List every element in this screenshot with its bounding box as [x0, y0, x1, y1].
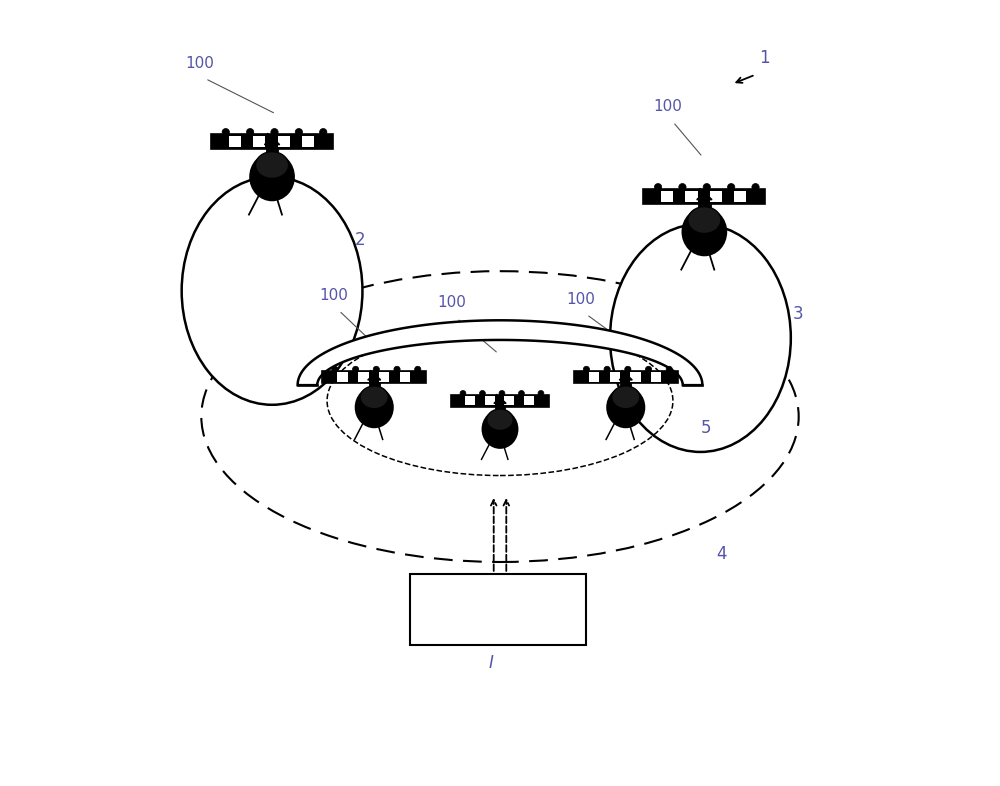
Ellipse shape — [499, 391, 505, 396]
Text: 100: 100 — [437, 296, 466, 310]
Ellipse shape — [610, 224, 791, 452]
Ellipse shape — [352, 366, 359, 373]
Bar — [620, 384, 631, 389]
Ellipse shape — [415, 366, 421, 373]
Bar — [229, 136, 241, 147]
Bar — [651, 373, 661, 382]
Bar — [400, 373, 410, 382]
Polygon shape — [619, 370, 632, 386]
Polygon shape — [264, 133, 280, 152]
Ellipse shape — [607, 387, 644, 428]
Ellipse shape — [271, 128, 278, 135]
Bar — [322, 371, 426, 384]
Ellipse shape — [519, 391, 524, 396]
Ellipse shape — [666, 366, 672, 373]
Bar — [410, 574, 586, 645]
Ellipse shape — [256, 152, 289, 178]
Ellipse shape — [460, 391, 466, 396]
Bar — [643, 189, 765, 204]
Text: 4: 4 — [716, 545, 727, 563]
Bar — [451, 395, 549, 406]
Bar — [504, 396, 514, 406]
Ellipse shape — [320, 128, 327, 135]
Text: 100: 100 — [186, 56, 214, 71]
Ellipse shape — [688, 207, 721, 233]
Ellipse shape — [182, 177, 362, 405]
Ellipse shape — [394, 366, 400, 373]
Ellipse shape — [538, 391, 544, 396]
Text: 3: 3 — [792, 306, 803, 323]
Text: 6: 6 — [424, 616, 434, 634]
Ellipse shape — [682, 208, 726, 255]
Text: 5: 5 — [700, 420, 711, 437]
Bar — [661, 191, 673, 202]
Ellipse shape — [752, 183, 759, 190]
Ellipse shape — [654, 183, 662, 190]
Ellipse shape — [612, 386, 640, 409]
Bar — [630, 373, 641, 382]
Ellipse shape — [480, 391, 485, 396]
Bar — [211, 134, 333, 149]
Ellipse shape — [604, 366, 610, 373]
Bar — [369, 384, 380, 389]
Bar — [379, 373, 389, 382]
Ellipse shape — [373, 366, 379, 373]
Ellipse shape — [246, 128, 254, 135]
Bar — [358, 373, 369, 382]
Ellipse shape — [250, 153, 294, 200]
Bar — [495, 406, 505, 412]
Ellipse shape — [703, 183, 710, 190]
Bar — [734, 191, 746, 202]
Bar — [574, 371, 678, 384]
Bar — [302, 136, 314, 147]
Polygon shape — [298, 321, 702, 385]
Bar — [610, 373, 620, 382]
Text: 100: 100 — [567, 292, 596, 307]
Bar — [465, 396, 475, 406]
Polygon shape — [494, 395, 506, 409]
Ellipse shape — [482, 410, 518, 448]
Bar — [253, 136, 265, 147]
Bar — [589, 373, 599, 382]
Ellipse shape — [679, 183, 686, 190]
Bar — [337, 373, 348, 382]
Text: 2: 2 — [355, 231, 365, 248]
Ellipse shape — [360, 386, 388, 409]
Bar — [710, 191, 722, 202]
Text: 100: 100 — [653, 99, 682, 114]
Bar — [266, 149, 278, 156]
Bar — [698, 204, 711, 211]
Bar — [278, 136, 290, 147]
Ellipse shape — [583, 366, 590, 373]
Ellipse shape — [295, 128, 303, 135]
Bar — [485, 396, 495, 406]
Ellipse shape — [645, 366, 652, 373]
Text: 100: 100 — [319, 288, 348, 303]
Bar — [685, 191, 698, 202]
Bar — [524, 396, 534, 406]
Polygon shape — [697, 188, 712, 207]
Text: 1: 1 — [759, 49, 770, 67]
Ellipse shape — [625, 366, 631, 373]
Ellipse shape — [222, 128, 229, 135]
Text: I: I — [488, 654, 493, 672]
Ellipse shape — [332, 366, 338, 373]
Ellipse shape — [487, 409, 513, 431]
Ellipse shape — [728, 183, 735, 190]
Ellipse shape — [356, 387, 393, 428]
Polygon shape — [368, 370, 381, 386]
